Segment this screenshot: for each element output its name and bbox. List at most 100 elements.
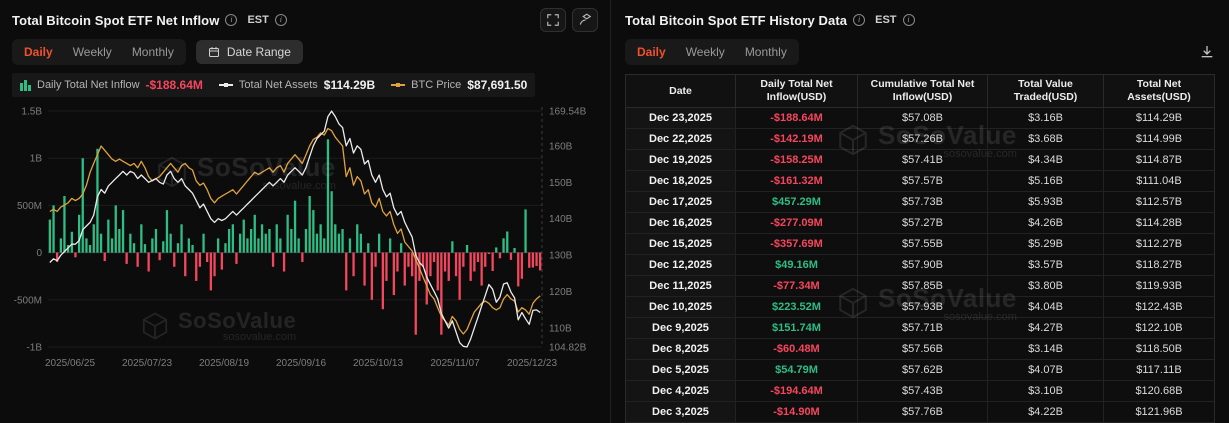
page-title: Total Bitcoin Spot ETF Net Inflow (12, 12, 220, 28)
table-row[interactable]: Dec 15,2025 -$357.69M $57.55B $5.29B $112.27… (626, 234, 1214, 256)
cell-net-assets: $112.57B (1104, 192, 1214, 214)
cell-cumulative-inflow: $57.90B (858, 255, 988, 277)
tab-monthly[interactable]: Monthly (122, 41, 184, 63)
table-row[interactable]: Dec 4,2025 -$194.64M $57.43B $3.10B $120.68B (626, 381, 1214, 403)
date-range-label: Date Range (226, 45, 291, 59)
cell-date: Dec 23,2025 (626, 108, 736, 130)
table-row[interactable]: Dec 12,2025 $49.16M $57.90B $3.57B $118.27B (626, 255, 1214, 277)
table-row[interactable]: Dec 19,2025 -$158.25M $57.41B $4.34B $114.87… (626, 150, 1214, 172)
cell-value-traded: $3.68B (988, 129, 1104, 151)
cell-net-assets: $114.29B (1104, 108, 1214, 130)
cell-date: Dec 16,2025 (626, 213, 736, 235)
tab-daily[interactable]: Daily (14, 41, 63, 63)
table-row[interactable]: Dec 9,2025 $151.74M $57.71B $4.27B $122.10B (626, 318, 1214, 340)
cell-daily-inflow: $49.16M (736, 255, 858, 277)
cell-net-assets: $119.93B (1104, 276, 1214, 298)
table-row[interactable]: Dec 10,2025 $223.52M $57.93B $4.04B $122.43B (626, 297, 1214, 319)
cell-daily-inflow: $223.52M (736, 297, 858, 319)
table-row[interactable]: Dec 22,2025 -$142.19M $57.26B $3.68B $114.99… (626, 129, 1214, 151)
cell-net-assets: $122.43B (1104, 297, 1214, 319)
info-icon[interactable]: i (225, 14, 238, 26)
cell-daily-inflow: -$277.09M (736, 213, 858, 235)
cell-value-traded: $5.16B (988, 171, 1104, 193)
column-header-value-traded[interactable]: Total Value Traded(USD) (988, 75, 1104, 109)
cell-cumulative-inflow: $57.57B (858, 171, 988, 193)
cell-daily-inflow: -$188.64M (736, 108, 858, 130)
calendar-icon (208, 47, 219, 57)
timezone-info-icon[interactable]: i (274, 14, 287, 26)
cell-daily-inflow: -$158.25M (736, 150, 858, 172)
download-button[interactable] (1199, 44, 1215, 60)
cell-cumulative-inflow: $57.41B (858, 150, 988, 172)
bar-series-icon (20, 79, 31, 91)
cell-daily-inflow: $54.79M (736, 360, 858, 382)
table-row[interactable]: Dec 5,2025 $54.79M $57.62B $4.07B $117.11B (626, 360, 1214, 382)
table-row[interactable]: Dec 8,2025 -$60.48M $57.56B $3.14B $118.50B (626, 339, 1214, 361)
cell-cumulative-inflow: $57.08B (858, 108, 988, 130)
cell-daily-inflow: -$194.64M (736, 381, 858, 403)
cell-date: Dec 3,2025 (626, 402, 736, 423)
cell-daily-inflow: $151.74M (736, 318, 858, 340)
cell-daily-inflow: -$14.90M (736, 402, 858, 423)
cell-net-assets: $114.28B (1104, 213, 1214, 235)
cell-date: Dec 18,2025 (626, 171, 736, 193)
cell-date: Dec 12,2025 (626, 255, 736, 277)
fullscreen-button[interactable] (540, 8, 566, 32)
cell-cumulative-inflow: $57.93B (858, 297, 988, 319)
column-header-daily-inflow[interactable]: Daily Total Net Inflow(USD) (736, 75, 858, 109)
cell-cumulative-inflow: $57.85B (858, 276, 988, 298)
tab-weekly[interactable]: Weekly (676, 41, 735, 63)
tab-weekly[interactable]: Weekly (63, 41, 122, 63)
share-button[interactable] (572, 8, 598, 32)
timezone-label: EST (247, 14, 269, 26)
svg-text:0: 0 (36, 248, 42, 259)
cell-date: Dec 22,2025 (626, 129, 736, 151)
cell-net-assets: $120.68B (1104, 381, 1214, 403)
chart-panel-header: Total Bitcoin Spot ETF Net Inflow i EST … (12, 8, 598, 32)
cell-net-assets: $122.10B (1104, 318, 1214, 340)
table-row[interactable]: Dec 18,2025 -$161.32M $57.57B $5.16B $111.04… (626, 171, 1214, 193)
svg-text:2025/09/16: 2025/09/16 (276, 358, 326, 369)
date-range-button[interactable]: Date Range (195, 40, 303, 64)
svg-text:120B: 120B (549, 287, 573, 298)
table-row[interactable]: Dec 16,2025 -$277.09M $57.27B $4.26B $114.28… (626, 213, 1214, 235)
legend-value: $87,691.50 (467, 78, 528, 92)
interval-tabs: Daily Weekly Monthly (12, 39, 186, 65)
tab-daily[interactable]: Daily (627, 41, 676, 63)
table-controls: Daily Weekly Monthly (625, 38, 1215, 66)
cell-net-assets: $111.04B (1104, 171, 1214, 193)
column-header-net-assets[interactable]: Total Net Assets(USD) (1104, 75, 1214, 109)
cell-net-assets: $114.99B (1104, 129, 1214, 151)
cell-value-traded: $3.10B (988, 381, 1104, 403)
legend-value: $114.29B (323, 78, 376, 92)
cell-net-assets: $114.87B (1104, 150, 1214, 172)
cell-value-traded: $4.34B (988, 150, 1104, 172)
cell-daily-inflow: -$357.69M (736, 234, 858, 256)
table-row[interactable]: Dec 11,2025 -$77.34M $57.85B $3.80B $119.93B (626, 276, 1214, 298)
legend-value: -$188.64M (145, 78, 203, 92)
legend-item-net-inflow[interactable]: Daily Total Net Inflow -$188.64M (20, 78, 203, 92)
column-header-cumulative-inflow[interactable]: Cumulative Total Net Inflow(USD) (858, 75, 988, 109)
legend-item-net-assets[interactable]: Total Net Assets $114.29B (218, 78, 376, 92)
svg-text:160B: 160B (549, 141, 573, 152)
info-icon[interactable]: i (853, 14, 866, 26)
download-icon (1201, 46, 1213, 58)
cell-daily-inflow: -$161.32M (736, 171, 858, 193)
cell-date: Dec 4,2025 (626, 381, 736, 403)
timezone-info-icon[interactable]: i (902, 14, 915, 26)
table-row[interactable]: Dec 17,2025 $457.29M $57.73B $5.93B $112.57B (626, 192, 1214, 214)
combo-chart[interactable]: 1.5B 1B 500M 0 -500M -1B 169.54B 160B 150B 140B 13… (12, 101, 598, 396)
table-row[interactable]: Dec 3,2025 -$14.90M $57.76B $4.22B $121.96B (626, 402, 1214, 423)
table-panel-header: Total Bitcoin Spot ETF History Data i ES… (625, 9, 1215, 31)
cell-value-traded: $5.29B (988, 234, 1104, 256)
svg-text:2025/11/07: 2025/11/07 (430, 358, 480, 369)
table-row[interactable]: Dec 23,2025 -$188.64M $57.08B $3.16B $114.29… (626, 108, 1214, 130)
column-header-date[interactable]: Date (626, 75, 736, 109)
cell-value-traded: $3.80B (988, 276, 1104, 298)
svg-text:2025/07/23: 2025/07/23 (122, 358, 172, 369)
btc-price-line (49, 127, 541, 335)
tab-monthly[interactable]: Monthly (735, 41, 797, 63)
cell-cumulative-inflow: $57.43B (858, 381, 988, 403)
legend-item-btc-price[interactable]: BTC Price $87,691.50 (391, 78, 527, 92)
cell-value-traded: $4.26B (988, 213, 1104, 235)
